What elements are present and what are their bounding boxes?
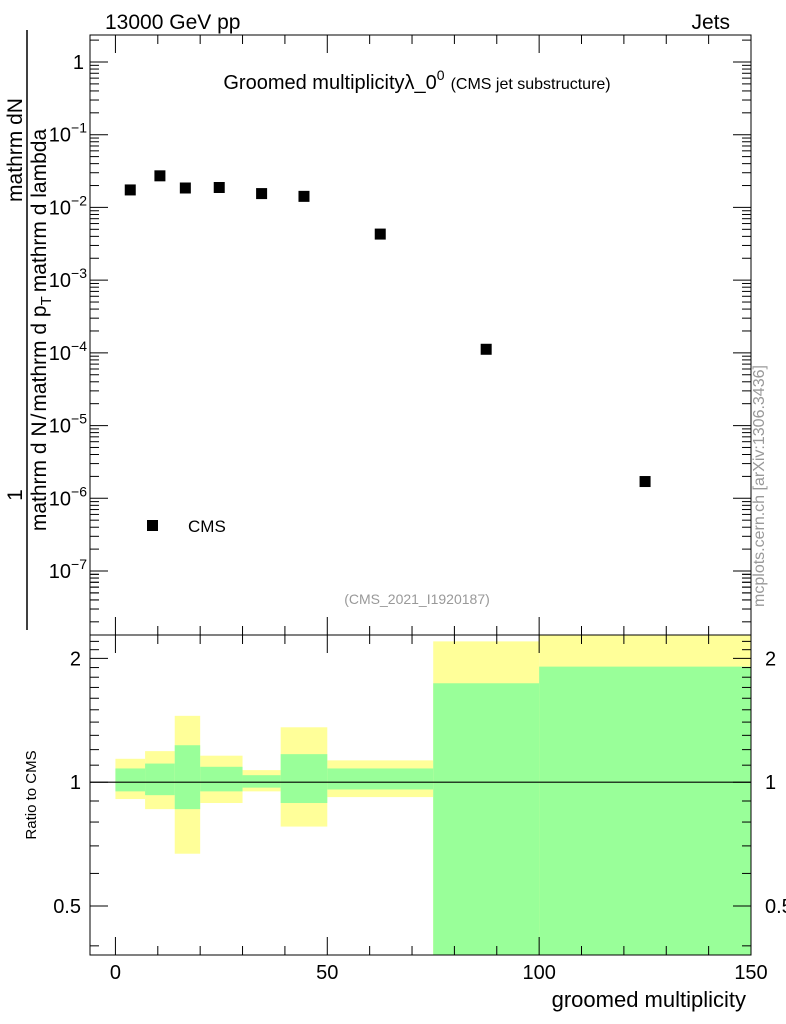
data-point-marker xyxy=(374,228,386,240)
ratio-uncertainty-bands xyxy=(115,635,751,955)
data-point-marker xyxy=(298,190,310,202)
ylabel-denominator: mathrm d N/mathrm d pTmathrm d lambda xyxy=(28,129,55,532)
main-y-tick-label: 10−7 xyxy=(49,556,87,583)
ratio-green-band xyxy=(280,754,328,804)
main-y-tick-label: 10−3 xyxy=(49,265,87,292)
ratio-y-tick-label: 1 xyxy=(70,772,81,794)
main-plot: 1 10−1 10−2 10−3 10−4 10−5 10−6 10−7 Groomed mu… xyxy=(49,34,752,636)
data-point-marker xyxy=(154,170,166,182)
x-axis-label: groomed multiplicity xyxy=(552,987,746,1012)
main-y-tick-label: 10−5 xyxy=(49,411,87,438)
ratio-green-band xyxy=(242,775,281,788)
legend: CMS xyxy=(147,517,226,536)
header-energy-label: 13000 GeV pp xyxy=(105,11,240,34)
ylabel-numerator-one: 1 xyxy=(4,489,27,501)
ratio-y-tick-label: 2 xyxy=(70,648,81,670)
main-y-tick-label: 10−6 xyxy=(49,483,87,510)
data-point-marker xyxy=(213,181,225,193)
analysis-id-label: (CMS_2021_I1920187) xyxy=(344,591,490,607)
ratio-y-tick-label-right: 2 xyxy=(765,648,776,670)
side-source-label: mcplots.cern.ch [arXiv:1306.3436] xyxy=(751,365,768,607)
main-y-tick-label: 10−4 xyxy=(49,338,87,365)
ratio-y-tick-label-right: 1 xyxy=(765,772,776,794)
ratio-green-band xyxy=(539,666,751,955)
x-tick-label: 0 xyxy=(110,962,121,984)
data-point-marker xyxy=(256,188,268,200)
ratio-tick-labels: 0.5 0.5 1 1 2 2 0 50 100 150 xyxy=(53,648,786,984)
plot-title-symbol-sup: 0 xyxy=(437,67,445,83)
plot-title-text: Groomed multiplicity xyxy=(223,72,404,94)
ratio-green-band xyxy=(145,763,175,796)
plot-subtitle: (CMS jet substructure) xyxy=(451,76,611,93)
ratio-axis-ticks xyxy=(90,635,752,955)
ylabel-numerator-dn: mathrm dN xyxy=(4,98,27,202)
ratio-green-band xyxy=(174,745,201,810)
data-point-marker xyxy=(639,476,651,488)
ratio-plot-frame xyxy=(89,634,752,956)
plot-title: Groomed multiplicityλ_00 (CMS jet substru… xyxy=(223,67,610,94)
ratio-y-tick-label: 0.5 xyxy=(53,896,81,918)
main-y-tick-labels: 1 10−1 10−2 10−3 10−4 10−5 10−6 10−7 xyxy=(49,52,87,583)
x-tick-label: 50 xyxy=(316,962,338,984)
x-tick-label: 150 xyxy=(734,962,767,984)
legend-label-cms: CMS xyxy=(188,517,226,536)
data-point-marker xyxy=(480,343,492,355)
main-y-tick-label: 10−2 xyxy=(49,192,87,219)
main-y-axis-label: 1 mathrm dN mathrm d N/mathrm d pTmathrm… xyxy=(4,30,55,630)
ratio-plot: 0.5 0.5 1 1 2 2 0 50 100 150 xyxy=(53,634,786,984)
main-y-tick-label: 1 xyxy=(73,52,84,74)
header-process-label: Jets xyxy=(691,11,730,34)
main-y-tick-label: 10−1 xyxy=(49,120,87,147)
ratio-green-band xyxy=(115,768,146,792)
legend-marker xyxy=(147,520,158,531)
ratio-y-axis-label: Ratio to CMS xyxy=(23,750,40,839)
data-point-marker xyxy=(179,182,191,194)
cms-data-markers xyxy=(124,170,651,488)
ratio-green-band xyxy=(200,766,243,792)
main-plot-frame xyxy=(89,34,752,636)
ratio-green-band xyxy=(327,768,434,790)
plot-title-symbol: λ_0 xyxy=(405,72,437,94)
ratio-green-band xyxy=(433,683,540,955)
main-axis-ticks xyxy=(90,35,752,635)
ratio-y-tick-label-right: 0.5 xyxy=(765,896,786,918)
data-point-marker xyxy=(124,184,136,196)
x-tick-label: 100 xyxy=(522,962,555,984)
